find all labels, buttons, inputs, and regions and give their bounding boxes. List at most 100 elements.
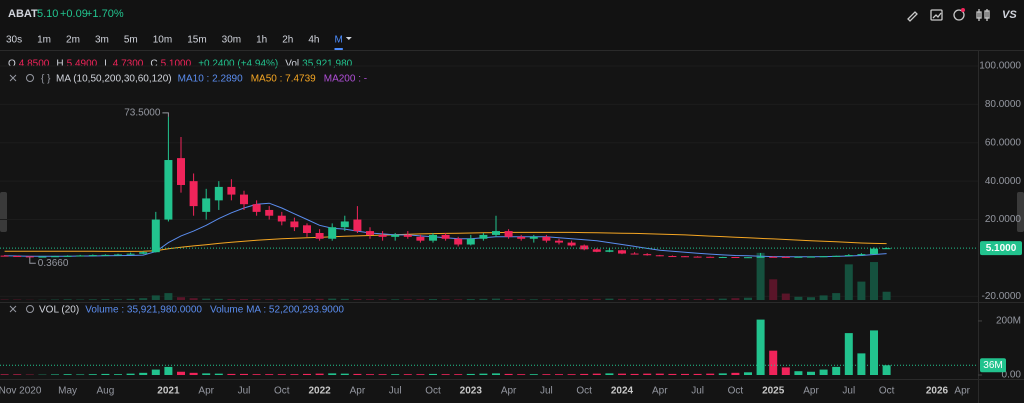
volume-bar (731, 372, 740, 375)
candle-icon-body (984, 10, 990, 19)
x-tick-label: Oct (576, 386, 592, 397)
x-tick-label: Apr (198, 386, 214, 397)
x-tick-label: 2021 (157, 386, 180, 397)
volume-overlay-bar (630, 299, 639, 300)
volume-overlay-bar (882, 291, 891, 300)
volume-bar (51, 374, 59, 375)
candle-body (366, 231, 374, 235)
candle-body (391, 234, 400, 237)
volume-overlay-bar (693, 299, 702, 300)
candle-body (668, 256, 677, 258)
interval-button[interactable]: 15m (187, 35, 206, 46)
volume-pane (0, 319, 891, 375)
interval-button[interactable]: 10m (153, 35, 172, 46)
close-icon[interactable] (9, 74, 17, 82)
left-handle[interactable] (0, 192, 7, 232)
volume-overlay-bar (504, 299, 513, 300)
y-tick-label: 80.0000 (985, 99, 1022, 110)
interval-button[interactable]: 3m (95, 35, 109, 46)
right-handle[interactable] (1017, 192, 1024, 232)
toolbar-icons[interactable] (907, 9, 990, 22)
volume-bar (177, 371, 185, 375)
interval-button[interactable]: M (334, 35, 342, 46)
volume-overlay-bar (340, 298, 349, 300)
volume-bar (882, 365, 891, 375)
candle-body (693, 256, 702, 258)
legend-key: Vol (285, 59, 299, 70)
volume-bar (101, 373, 110, 375)
candle-body (290, 221, 299, 228)
candle-body (555, 240, 563, 243)
candle-body (681, 256, 689, 258)
candle-body (517, 236, 526, 239)
volume-bar (13, 374, 22, 375)
close-icon[interactable] (9, 305, 17, 313)
volume-overlay-bar (807, 297, 815, 300)
legend-value: 4.8500 (19, 59, 50, 70)
interval-button[interactable]: 2h (282, 35, 293, 46)
legend-value: 4.7300 (113, 59, 144, 70)
volume-overlay-bar (668, 299, 677, 300)
draw-icon[interactable] (907, 11, 918, 22)
candle-body (51, 256, 59, 258)
x-tick-label: Oct (274, 386, 290, 397)
volume-overlay-bar (101, 299, 110, 300)
x-tick-label: 2023 (460, 386, 483, 397)
volume-overlay-bar (744, 297, 752, 300)
indicator-icon[interactable] (953, 9, 965, 21)
volume-bar (794, 371, 803, 375)
volume-overlay-bar (706, 298, 715, 300)
legend-key: O (8, 59, 16, 70)
candle-body (819, 256, 828, 258)
indicator-value: MA10 : 2.2890 (178, 74, 243, 85)
legend-icons[interactable] (9, 74, 34, 313)
x-tick-label: Apr (652, 386, 668, 397)
volume-bar (290, 374, 299, 375)
x-tick-label: Apr (803, 386, 819, 397)
interval-button[interactable]: 30m (222, 35, 241, 46)
legend-key: C (150, 59, 157, 70)
chart-icon[interactable] (930, 9, 943, 21)
volume-bar (781, 367, 790, 375)
dropdown-arrow (345, 37, 352, 40)
volume-bar (328, 373, 337, 375)
interval-button[interactable]: 1h (256, 35, 267, 46)
interval-button[interactable]: 4h (308, 35, 319, 46)
candle-body (252, 204, 261, 212)
candle-body (454, 238, 463, 245)
candle-body (504, 231, 513, 237)
candle-body (844, 255, 853, 257)
interval-button[interactable]: 1m (37, 35, 51, 46)
candle-body (240, 194, 248, 205)
last-volume-label: 36M (983, 360, 1002, 371)
volume-overlay-bar (655, 298, 664, 300)
interval-button[interactable]: 30s (6, 35, 22, 46)
settings-icon[interactable] (26, 74, 34, 82)
volume-overlay-bar (781, 293, 790, 300)
volume-overlay-bar (240, 299, 248, 300)
legend-value: 35,921,980 (302, 59, 352, 70)
candle-body (177, 158, 185, 185)
volume-bar (744, 372, 752, 375)
volume-overlay-bar (567, 299, 576, 300)
candle-body (403, 234, 412, 237)
volume-bar (315, 373, 324, 375)
interval-button[interactable]: 2m (66, 35, 80, 46)
candle-body (378, 234, 387, 237)
volume-overlay-bar (479, 298, 488, 300)
candle-body (542, 236, 551, 241)
volume-overlay-bar (378, 299, 387, 300)
settings-icon[interactable] (26, 305, 34, 313)
candle-body (13, 256, 22, 258)
volume-overlay-bar (643, 298, 652, 300)
x-tick-label: Apr (954, 386, 970, 397)
volume-overlay-bar (618, 298, 626, 300)
interval-button[interactable]: 5m (124, 35, 138, 46)
candle-body (328, 227, 337, 239)
brand[interactable]: VS (1002, 9, 1017, 21)
volume-bar (857, 353, 866, 375)
volume-bar (769, 350, 778, 375)
y-tick-label: 20.0000 (985, 214, 1022, 225)
volume-overlay-bar (151, 295, 160, 300)
